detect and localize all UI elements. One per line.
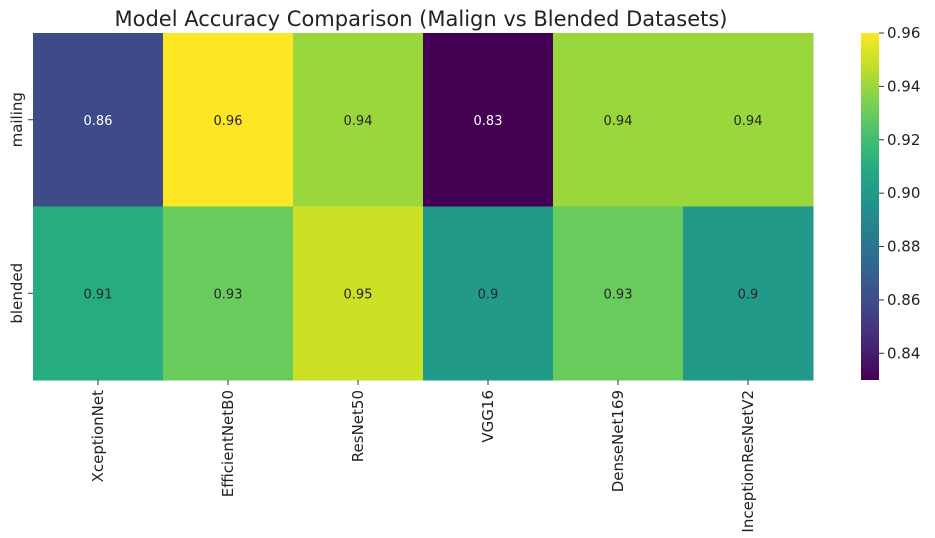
x-tick-label: InceptionResNetV2 — [739, 390, 757, 533]
y-tick-label: blended — [8, 263, 26, 324]
heatmap-cells — [33, 33, 814, 381]
colorbar-tick-label: 0.84 — [887, 344, 920, 362]
x-tick-label: EfficientNetB0 — [219, 390, 237, 497]
heatmap-cell — [553, 206, 684, 381]
cell-annotation: 0.96 — [214, 114, 243, 129]
x-tick-label: ResNet50 — [349, 390, 367, 462]
heatmap-cell — [163, 33, 294, 207]
y-axis: mailing blended — [8, 92, 33, 324]
heatmap-cell — [683, 206, 814, 381]
heatmap-cell — [163, 206, 294, 381]
x-axis: XceptionNet EfficientNetB0 ResNet50 VGG16 De… — [89, 380, 757, 533]
colorbar-tick-label: 0.92 — [887, 131, 920, 149]
cell-annotation: 0.94 — [734, 114, 763, 129]
heatmap-cell — [423, 33, 554, 207]
x-tick-label: XceptionNet — [89, 390, 107, 482]
cell-annotation: 0.95 — [344, 287, 373, 302]
heatmap-cell — [683, 33, 814, 207]
heatmap-cell — [293, 206, 424, 381]
heatmap-cell — [33, 206, 164, 381]
cell-annotation: 0.93 — [604, 287, 633, 302]
colorbar-tick-label: 0.88 — [887, 238, 920, 256]
y-tick-label: mailing — [8, 92, 26, 147]
cell-annotation: 0.91 — [84, 287, 113, 302]
heatmap-cell — [33, 33, 164, 207]
x-tick-label: DenseNet169 — [609, 390, 627, 492]
heatmap-cell — [293, 33, 424, 207]
x-tick-label: VGG16 — [479, 390, 497, 443]
cell-annotation: 0.9 — [478, 287, 499, 302]
chart-title: Model Accuracy Comparison (Malign vs Ble… — [115, 7, 728, 31]
cell-annotation: 0.83 — [474, 114, 503, 129]
cell-annotation: 0.9 — [738, 287, 759, 302]
colorbar-tick-label: 0.90 — [887, 184, 920, 202]
colorbar-tick-label: 0.96 — [887, 24, 920, 42]
colorbar-tick-label: 0.86 — [887, 291, 920, 309]
cell-annotation: 0.93 — [214, 287, 243, 302]
colorbar: 0.84 0.86 0.88 0.90 0.92 0.94 0.96 — [861, 24, 920, 380]
cell-annotation: 0.94 — [344, 114, 373, 129]
cell-annotations: 0.86 0.96 0.94 0.83 0.94 0.94 0.91 0.93 0.95 0.9 0… — [84, 114, 763, 303]
heatmap-cell — [423, 206, 554, 381]
cell-annotation: 0.86 — [84, 114, 113, 129]
colorbar-gradient — [861, 33, 879, 380]
cell-annotation: 0.94 — [604, 114, 633, 129]
heatmap-cell — [553, 33, 684, 207]
colorbar-tick-label: 0.94 — [887, 77, 920, 95]
